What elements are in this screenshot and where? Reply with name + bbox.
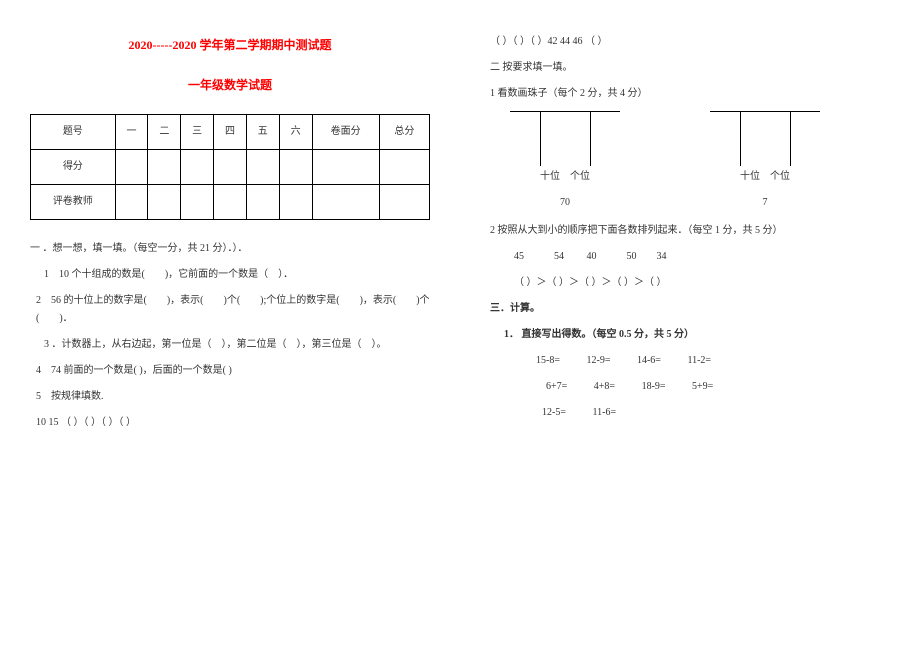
left-page: 2020-----2020 学年第二学期期中测试题 一年级数学试题 题号 一 二… <box>0 0 460 650</box>
cell <box>115 185 148 220</box>
calc-item: 12-5= <box>542 407 566 418</box>
calc-item: 12-9= <box>586 355 610 366</box>
cell <box>279 150 312 185</box>
table-row: 题号 一 二 三 四 五 六 卷面分 总分 <box>31 115 430 150</box>
cell <box>246 150 279 185</box>
cell <box>115 150 148 185</box>
section-heading: 二 按要求填一填。 <box>490 59 890 77</box>
right-page: （ ）（ ）（ ）42 44 46 （ ） 二 按要求填一填。 1 看数画珠子（… <box>460 0 920 650</box>
cell <box>181 185 214 220</box>
calc-item: 18-9= <box>642 381 666 392</box>
cell <box>312 150 379 185</box>
table-row: 得分 <box>31 150 430 185</box>
abacus-rod-icon <box>740 111 741 166</box>
table-row: 评卷教师 <box>31 185 430 220</box>
abacus-frame <box>710 111 820 166</box>
cell: 五 <box>246 115 279 150</box>
question-text: 2 按照从大到小的顺序把下面各数排列起来．（每空 1 分，共 5 分） <box>490 222 890 240</box>
cell <box>214 150 247 185</box>
cell <box>246 185 279 220</box>
abacus-bar-icon <box>510 111 620 112</box>
blank-list: （ ）＞（ ）＞（ ）＞（ ）＞（ ） <box>490 274 890 292</box>
cell <box>379 150 429 185</box>
cell <box>312 185 379 220</box>
cell <box>279 185 312 220</box>
cell: 六 <box>279 115 312 150</box>
main-title: 2020-----2020 学年第二学期期中测试题 <box>30 35 430 57</box>
calc-item: 4+8= <box>594 381 615 392</box>
section-heading: 三．计算。 <box>490 300 890 318</box>
abacus-numbers: 70 7 <box>490 194 890 212</box>
section-heading: 一 ．想一想，填一填。（每空一分，共 21 分）．）． <box>30 240 430 258</box>
cell <box>181 150 214 185</box>
abacus-bar-icon <box>710 111 820 112</box>
cell: 总分 <box>379 115 429 150</box>
calc-row: 15-8= 12-9= 14-6= 11-2= <box>490 352 890 370</box>
question-text: 2 56 的十位上的数字是( )，表示( )个( );个位上的数字是( )，表示… <box>30 292 430 328</box>
calc-row: 6+7= 4+8= 18-9= 5+9= <box>490 378 890 396</box>
abacus-frame <box>510 111 620 166</box>
cell: 二 <box>148 115 181 150</box>
abacus-rod-icon <box>590 111 591 166</box>
abacus-label: 十位 个位 <box>510 168 620 186</box>
calc-item: 14-6= <box>637 355 661 366</box>
abacus-rod-icon <box>790 111 791 166</box>
calc-row: 12-5= 11-6= <box>490 404 890 422</box>
question-text: 1 10 个十组成的数是( )，它前面的一个数是（ ）． <box>30 266 430 284</box>
cell: 评卷教师 <box>31 185 116 220</box>
abacus-number: 7 <box>710 194 820 212</box>
abacus-labels: 十位 个位 十位 个位 <box>490 168 890 186</box>
cell: 四 <box>214 115 247 150</box>
abacus-label: 十位 个位 <box>710 168 820 186</box>
cell: 三 <box>181 115 214 150</box>
cell: 一 <box>115 115 148 150</box>
cell <box>148 185 181 220</box>
score-table: 题号 一 二 三 四 五 六 卷面分 总分 得分 评卷教师 <box>30 114 430 220</box>
calc-item: 5+9= <box>692 381 713 392</box>
sequence-text: （ ）（ ）（ ）42 44 46 （ ） <box>490 33 890 51</box>
calc-item: 11-2= <box>687 355 711 366</box>
abacus-rod-icon <box>540 111 541 166</box>
cell <box>214 185 247 220</box>
sub-heading: 1． 直接写出得数。（每空 0.5 分，共 5 分） <box>490 326 890 344</box>
number-list: 45 54 40 50 34 <box>490 248 890 266</box>
cell <box>379 185 429 220</box>
sub-title: 一年级数学试题 <box>30 75 430 97</box>
cell <box>148 150 181 185</box>
question-text: 3 ．计数器上，从右边起，第一位是（ ），第二位是（ ），第三位是（ ）。 <box>30 336 430 354</box>
abacus-row <box>490 111 890 166</box>
cell: 得分 <box>31 150 116 185</box>
cell: 题号 <box>31 115 116 150</box>
abacus-number: 70 <box>510 194 620 212</box>
calc-item: 15-8= <box>536 355 560 366</box>
cell: 卷面分 <box>312 115 379 150</box>
calc-item: 11-6= <box>592 407 616 418</box>
question-text: 5 按规律填数. <box>30 388 430 406</box>
question-text: 1 看数画珠子（每个 2 分，共 4 分） <box>490 85 890 103</box>
calc-item: 6+7= <box>546 381 567 392</box>
question-text: 4 74 前面的一个数是( )，后面的一个数是( ) <box>30 362 430 380</box>
sequence-text: 10 15 （ ）（ ）（ ）（ ） <box>30 414 430 432</box>
